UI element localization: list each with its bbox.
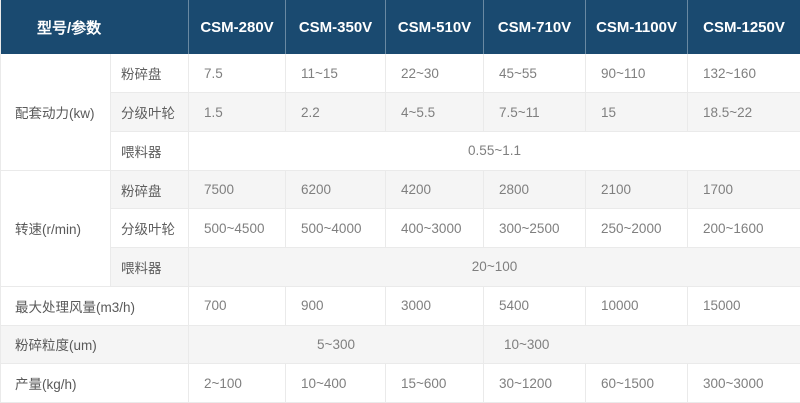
table-row: 喂料器 20~100 — [0, 247, 800, 287]
value-cell: 300~2500 — [483, 208, 587, 249]
sub-label-cell: 粉碎盘 — [110, 170, 190, 210]
row-label-cell: 最大处理风量(m3/h) — [0, 286, 190, 326]
value-cell: 18.5~22 — [687, 92, 800, 132]
table-row: 分级叶轮 500~4500 500~4000 400~3000 300~2500 250~… — [1, 208, 800, 249]
value-cell: 700 — [188, 286, 287, 326]
spec-table-body: 配套动力(kw) 粉碎盘 7.5 11~15 22~30 45~55 90~110 132~1… — [0, 54, 800, 403]
model-header-cell: CSM-510V — [385, 0, 485, 54]
table-row: 喂料器 0.55~1.1 — [1, 131, 800, 171]
model-header-cell: CSM-1100V — [585, 0, 689, 54]
table-row: 转速(r/min) 粉碎盘 7500 6200 4200 2800 2100 1700 — [0, 170, 800, 287]
category-cell: 转速(r/min) — [0, 170, 111, 287]
value-cell: 2~100 — [188, 363, 287, 403]
value-cell: 1700 — [687, 170, 800, 210]
model-header-cell: CSM-1250V — [687, 0, 800, 54]
merged-value-cell: 20~100 — [188, 247, 800, 287]
value-cell: 7500 — [188, 170, 287, 210]
value-cell: 2100 — [585, 170, 689, 210]
value-cell: 30~1200 — [483, 363, 587, 403]
model-header-cell: CSM-350V — [285, 0, 387, 54]
value-cell: 500~4000 — [285, 208, 387, 249]
value-cell: 7.5~11 — [483, 92, 587, 132]
sub-label-cell: 分级叶轮 — [110, 208, 190, 249]
value-cell: 300~3000 — [687, 363, 800, 403]
merged-value-cell: 10~300 — [483, 325, 800, 365]
value-cell: 15 — [585, 92, 689, 132]
spec-table-header: 型号/参数 CSM-280V CSM-350V CSM-510V CSM-710V CSM… — [0, 0, 800, 54]
value-cell: 132~160 — [687, 54, 800, 94]
category-cell: 配套动力(kw) — [0, 54, 111, 171]
model-header-cell: CSM-710V — [483, 0, 587, 54]
value-cell: 2.2 — [285, 92, 387, 132]
value-cell: 11~15 — [285, 54, 387, 94]
value-cell: 45~55 — [483, 54, 587, 94]
value-cell: 10000 — [585, 286, 689, 326]
table-row: 产量(kg/h) 2~100 10~400 15~600 30~1200 60~1500 3… — [0, 363, 800, 403]
model-header-cell: CSM-280V — [188, 0, 287, 54]
table-row: 分级叶轮 1.5 2.2 4~5.5 7.5~11 15 18.5~22 — [0, 92, 800, 132]
sub-label-cell: 喂料器 — [110, 131, 190, 171]
value-cell: 1.5 — [188, 92, 287, 132]
value-cell: 7.5 — [188, 54, 287, 94]
merged-value-cell: 5~300 — [188, 325, 485, 365]
value-cell: 10~400 — [285, 363, 387, 403]
sub-label-cell: 喂料器 — [110, 247, 190, 287]
value-cell: 400~3000 — [385, 208, 485, 249]
value-cell: 200~1600 — [687, 208, 800, 249]
value-cell: 15~600 — [385, 363, 485, 403]
header-row: 型号/参数 CSM-280V CSM-350V CSM-510V CSM-710V CSM… — [0, 0, 800, 54]
value-cell: 5400 — [483, 286, 587, 326]
value-cell: 900 — [285, 286, 387, 326]
value-cell: 22~30 — [385, 54, 485, 94]
value-cell: 60~1500 — [585, 363, 689, 403]
table-row: 配套动力(kw) 粉碎盘 7.5 11~15 22~30 45~55 90~110 132~1… — [0, 54, 800, 171]
value-cell: 3000 — [385, 286, 485, 326]
value-cell: 15000 — [687, 286, 800, 326]
value-cell: 500~4500 — [188, 208, 287, 249]
sub-label-cell: 分级叶轮 — [110, 92, 190, 132]
table-row: 粉碎粒度(um) 5~300 10~300 — [0, 325, 800, 365]
value-cell: 6200 — [285, 170, 387, 210]
corner-header-cell: 型号/参数 — [0, 0, 190, 54]
sub-label-cell: 粉碎盘 — [110, 54, 190, 94]
row-label-cell: 粉碎粒度(um) — [0, 325, 190, 365]
value-cell: 4~5.5 — [385, 92, 485, 132]
value-cell: 4200 — [385, 170, 485, 210]
value-cell: 250~2000 — [585, 208, 689, 249]
value-cell: 2800 — [483, 170, 587, 210]
merged-value-cell: 0.55~1.1 — [188, 131, 800, 171]
table-row: 最大处理风量(m3/h) 700 900 3000 5400 10000 15000 — [0, 286, 800, 326]
value-cell: 90~110 — [585, 54, 689, 94]
row-label-cell: 产量(kg/h) — [0, 363, 190, 403]
